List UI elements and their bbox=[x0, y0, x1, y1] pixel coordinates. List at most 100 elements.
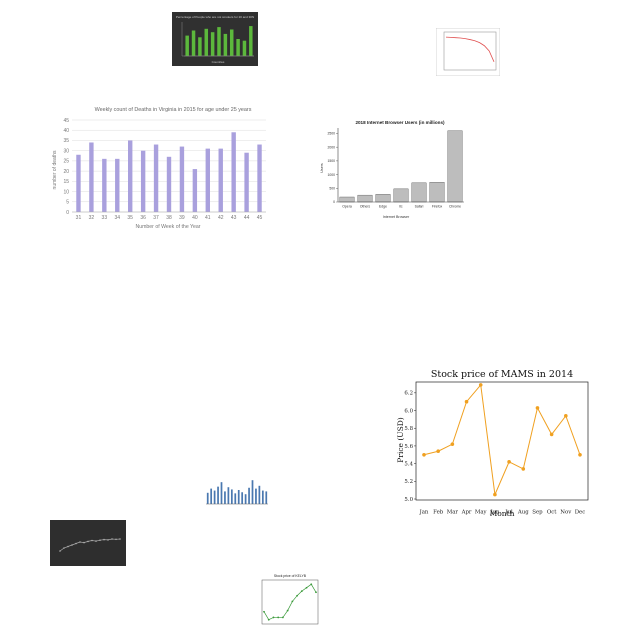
bar bbox=[213, 490, 216, 504]
data-point bbox=[578, 452, 582, 457]
bar bbox=[261, 490, 264, 504]
bar bbox=[234, 493, 237, 504]
x-tick-label: 45 bbox=[257, 215, 263, 221]
y-tick-label: 5.2 bbox=[404, 479, 413, 485]
y-axis-label: Users bbox=[320, 163, 324, 173]
data-point bbox=[263, 610, 265, 613]
bar bbox=[241, 492, 244, 504]
dark-line-chart bbox=[50, 520, 126, 566]
data-point bbox=[119, 538, 121, 540]
bar bbox=[166, 156, 172, 212]
x-axis-label: Countries bbox=[212, 60, 225, 64]
data-point bbox=[300, 590, 303, 593]
mams-stock-chart: Stock price of MAMS in 2014 Price (USD) … bbox=[392, 364, 596, 520]
bar bbox=[206, 492, 209, 504]
bar bbox=[236, 39, 240, 56]
chart-title: Stock price of KELYB bbox=[274, 574, 307, 578]
data-point bbox=[310, 583, 313, 586]
data-point bbox=[95, 540, 97, 542]
bar bbox=[393, 188, 409, 203]
bar bbox=[102, 158, 107, 212]
x-tick-label: Mar bbox=[447, 509, 459, 515]
y-tick-label: 2500 bbox=[327, 132, 335, 136]
data-point bbox=[87, 540, 89, 543]
green-bar-chart-svg: Percentage of People who are not smokers… bbox=[172, 12, 258, 66]
data-point bbox=[286, 609, 289, 612]
bar bbox=[411, 182, 427, 203]
data-point bbox=[79, 541, 81, 543]
data-point bbox=[282, 616, 284, 619]
mams-stock-chart-svg: Stock price of MAMS in 2014 Price (USD) … bbox=[396, 369, 589, 518]
bar bbox=[179, 146, 185, 212]
bar bbox=[249, 26, 253, 56]
x-tick-label: 34 bbox=[114, 215, 120, 221]
data-point bbox=[272, 616, 275, 619]
bar bbox=[140, 150, 146, 212]
bar bbox=[192, 169, 198, 212]
x-tick-label: Opera bbox=[342, 204, 352, 208]
bar bbox=[223, 33, 228, 56]
browser-users-chart-svg: 2018 Internet Browser Users (in millions… bbox=[320, 120, 464, 219]
data-point bbox=[549, 432, 554, 437]
y-tick-label: 1500 bbox=[327, 159, 335, 163]
data-point bbox=[115, 538, 117, 541]
y-tick-label: 6.0 bbox=[404, 408, 413, 414]
x-tick-label: 38 bbox=[166, 215, 172, 221]
bar bbox=[210, 32, 215, 56]
bar bbox=[185, 35, 189, 56]
x-tick-label: 31 bbox=[76, 215, 82, 221]
x-tick-label: May bbox=[475, 509, 488, 515]
y-tick-label: 5.4 bbox=[404, 462, 413, 468]
green-stock-chart-svg: Stock price of KELYB bbox=[261, 574, 319, 625]
virginia-deaths-chart: Weekly count of Deaths in Virginia in 20… bbox=[48, 100, 270, 234]
virginia-deaths-chart-svg: Weekly count of Deaths in Virginia in 20… bbox=[52, 107, 266, 230]
bar bbox=[447, 130, 463, 203]
plot-frame bbox=[261, 579, 319, 625]
data-point bbox=[305, 586, 308, 589]
data-point bbox=[315, 591, 317, 594]
bar bbox=[231, 132, 236, 212]
x-tick-label: Jul bbox=[504, 509, 513, 515]
data-point bbox=[478, 383, 483, 387]
y-tick-label: 15 bbox=[63, 179, 69, 185]
y-tick-label: 25 bbox=[63, 159, 69, 165]
y-axis-label: Price (USD) bbox=[396, 417, 405, 462]
red-curve-chart bbox=[435, 27, 501, 77]
bar bbox=[244, 494, 247, 504]
bar bbox=[217, 27, 221, 56]
data-point bbox=[63, 547, 65, 549]
x-tick-label: Chrome bbox=[449, 204, 461, 208]
x-tick-label: 41 bbox=[205, 215, 211, 221]
bar bbox=[220, 482, 223, 504]
data-point bbox=[493, 492, 497, 497]
bar bbox=[89, 142, 94, 212]
green-bar-chart: Percentage of People who are not smokers… bbox=[172, 12, 258, 66]
y-tick-label: 5.6 bbox=[404, 444, 413, 450]
bar bbox=[227, 487, 230, 504]
browser-users-chart: 2018 Internet Browser Users (in millions… bbox=[316, 116, 468, 224]
x-tick-label: 42 bbox=[218, 215, 224, 221]
x-tick-label: 37 bbox=[153, 215, 159, 221]
y-tick-label: 1000 bbox=[327, 173, 335, 177]
bar bbox=[153, 144, 159, 212]
bar bbox=[242, 40, 247, 56]
series-line bbox=[59, 538, 121, 552]
x-tick-label: 43 bbox=[231, 215, 237, 221]
x-tick-label: Jun bbox=[489, 509, 500, 515]
data-point bbox=[507, 460, 511, 464]
plot-frame bbox=[415, 381, 589, 501]
x-tick-label: Sep bbox=[532, 509, 543, 515]
data-point bbox=[83, 541, 85, 544]
series-line bbox=[445, 36, 495, 62]
data-point bbox=[75, 542, 77, 545]
bar bbox=[357, 194, 373, 203]
y-tick-label: 0 bbox=[333, 200, 335, 204]
x-tick-label: 44 bbox=[244, 215, 250, 221]
x-tick-label: Oct bbox=[547, 509, 557, 515]
bar bbox=[248, 487, 250, 504]
x-tick-label: Aug bbox=[517, 509, 529, 515]
chart-title: Weekly count of Deaths in Virginia in 20… bbox=[95, 107, 252, 113]
bar bbox=[204, 28, 209, 56]
bar bbox=[251, 480, 254, 504]
y-tick-label: 5 bbox=[66, 200, 69, 206]
